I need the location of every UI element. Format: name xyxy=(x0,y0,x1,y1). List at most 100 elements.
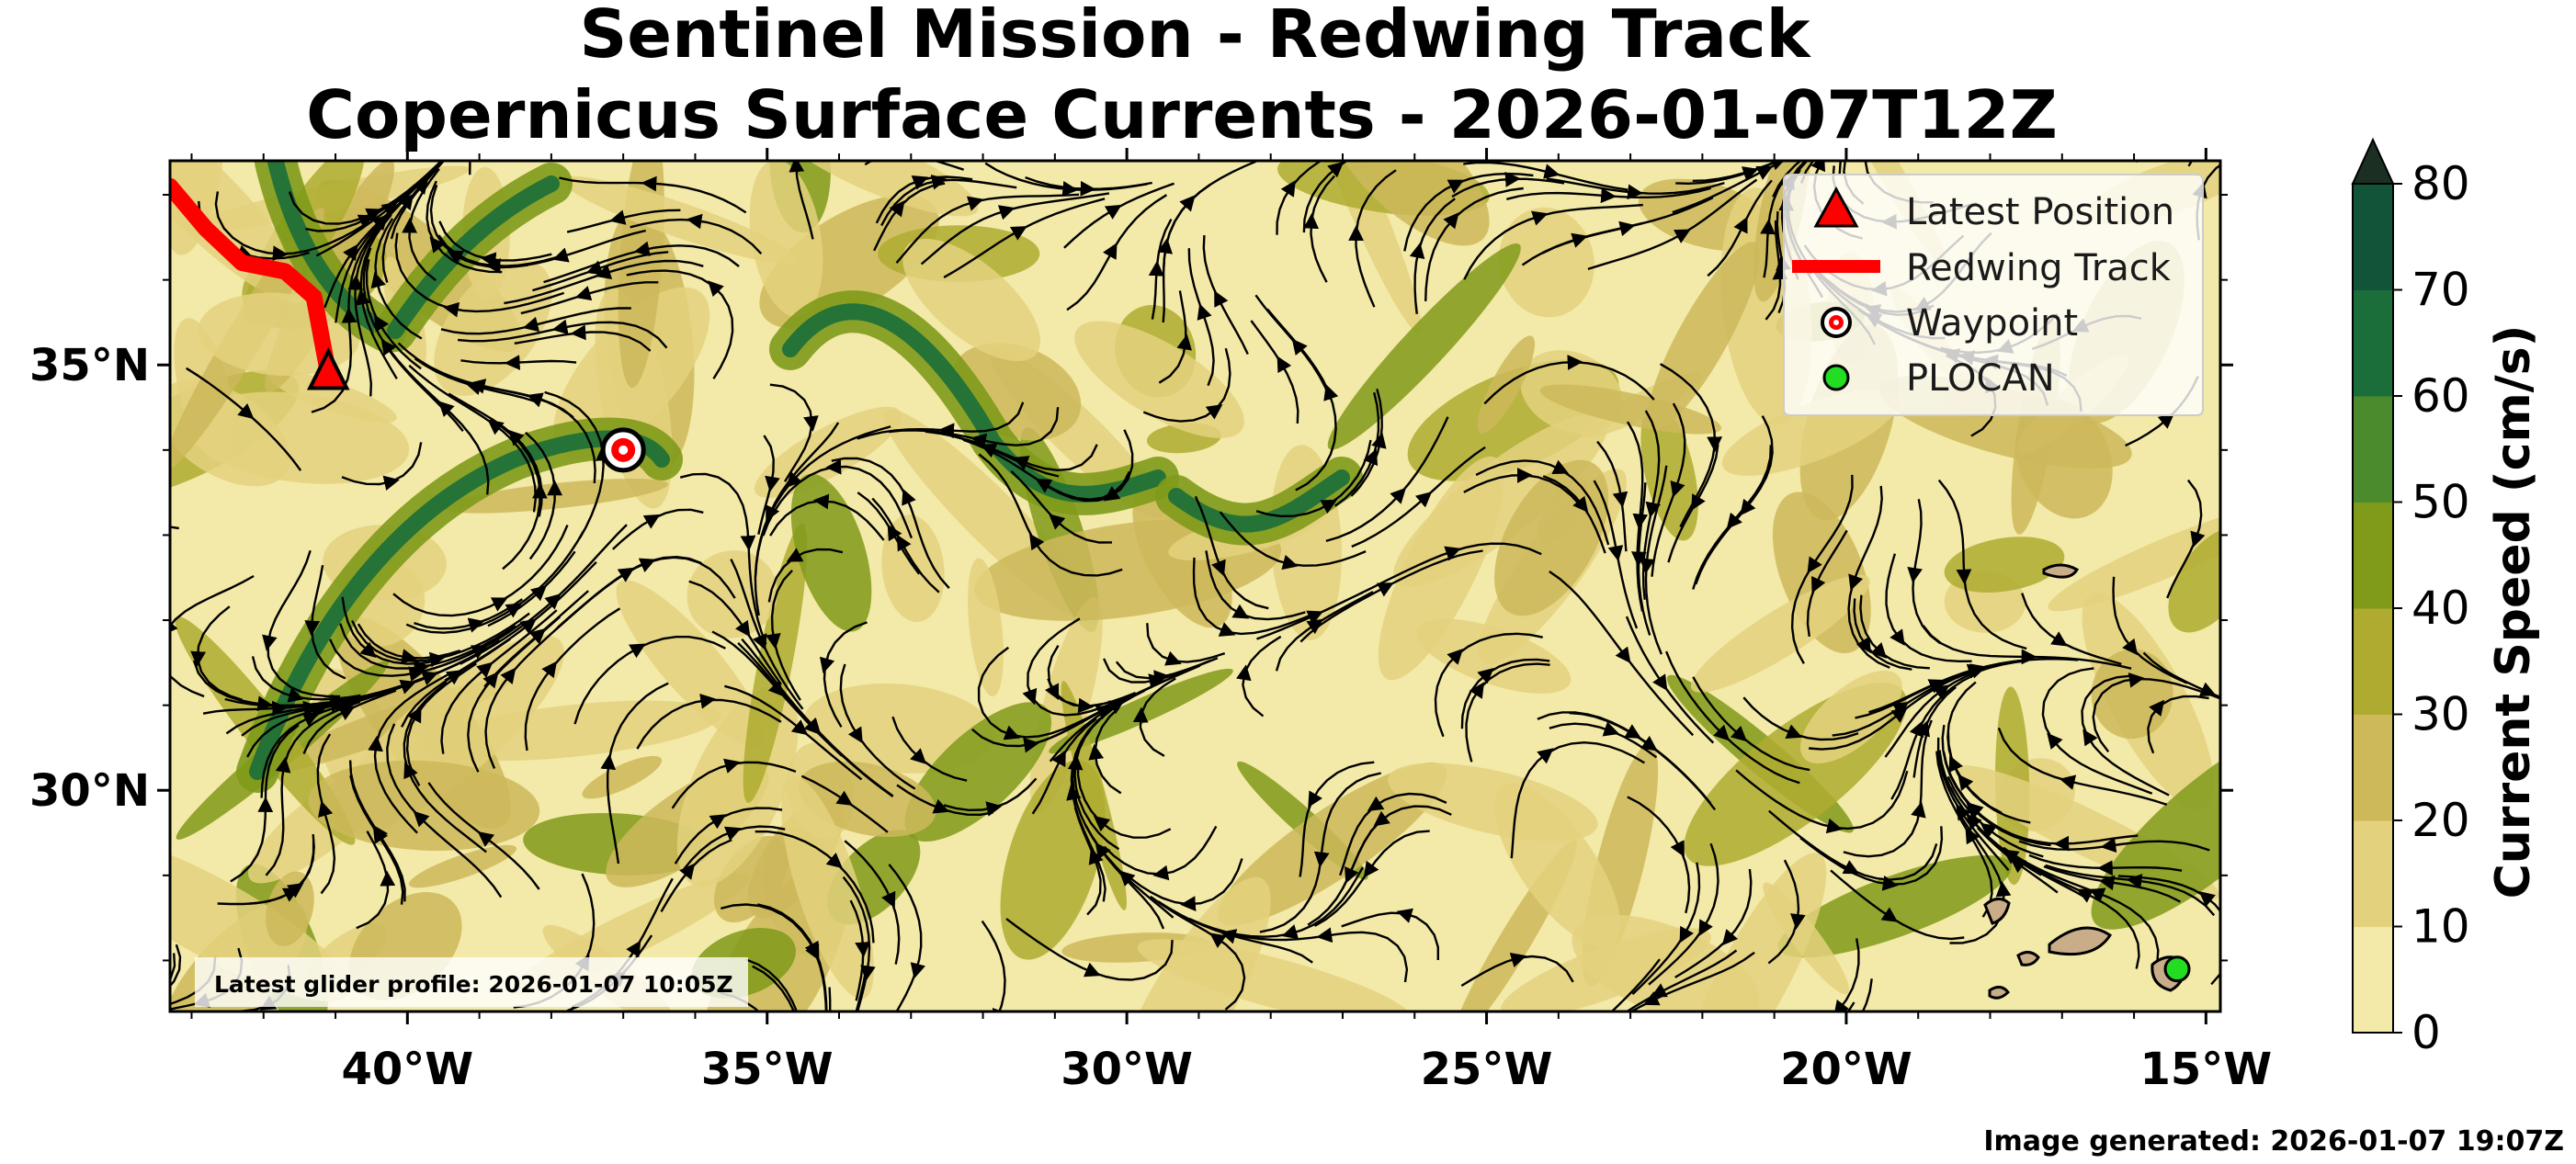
x-tick-label: 25°W xyxy=(1421,1044,1553,1095)
streamline-tail xyxy=(500,525,569,603)
streamlines xyxy=(170,161,2220,1110)
streamline-tail xyxy=(1425,446,1486,498)
streamline-tail xyxy=(510,610,577,674)
streamline-tail xyxy=(950,1018,997,1095)
speed-patch xyxy=(968,558,1004,697)
speed-patch xyxy=(776,161,979,217)
streamline-tail xyxy=(1105,674,1176,711)
streamline xyxy=(1692,676,1748,742)
colorbar-tick-label: 30 xyxy=(2411,688,2470,741)
streamline-tail xyxy=(689,839,732,870)
streamline xyxy=(755,831,843,869)
latest-position-marker[interactable] xyxy=(306,347,350,390)
streamline-tail xyxy=(800,729,863,781)
streamline-tail xyxy=(1019,198,1106,232)
streamline xyxy=(318,800,336,895)
streamline-tail xyxy=(1795,732,1859,741)
title-line1: Sentinel Mission - Redwing Track xyxy=(579,0,1811,73)
colorbar-tick-label: 20 xyxy=(2411,794,2470,847)
speed-patch xyxy=(1137,939,1413,1011)
streamline xyxy=(260,712,320,798)
streamline-tail xyxy=(1187,248,1204,311)
streamline xyxy=(357,623,418,664)
streamline-tail xyxy=(1582,505,1606,554)
streamline-tail xyxy=(1890,826,1944,886)
streamline-tail xyxy=(857,427,947,440)
streamline xyxy=(1811,529,1848,593)
colorbar-label: Current Speed (cm/s) xyxy=(2486,325,2541,899)
speed-patch xyxy=(2168,527,2220,633)
waypoint-marker[interactable] xyxy=(600,427,646,473)
streamline-tail xyxy=(365,259,380,322)
streamline xyxy=(225,700,320,735)
streamline xyxy=(186,367,255,420)
streamline-tail xyxy=(435,368,535,399)
streamline xyxy=(1958,774,2003,814)
streamline xyxy=(1630,482,1647,568)
axis-ticks: 40°W 35°W 30°W 25°W 20°W 15°W 35°N 30°N xyxy=(29,148,2272,1095)
streamline xyxy=(1194,495,1226,577)
streamline-tail xyxy=(814,953,828,1011)
streamline xyxy=(828,987,832,1011)
streamline xyxy=(1205,550,1250,619)
colorbar-tick-label: 50 xyxy=(2411,476,2470,529)
streamline xyxy=(392,593,508,617)
streamline-tail xyxy=(1310,175,1336,221)
streamline-tail xyxy=(1890,917,1965,941)
streamline-tail xyxy=(457,327,561,343)
streamline-tail xyxy=(1741,735,1810,772)
x-tick-label: 40°W xyxy=(341,1044,473,1095)
image-generated-note: Image generated: 2026-01-07 19:07Z xyxy=(1983,1125,2564,1158)
streamline xyxy=(1549,571,1631,664)
streamline xyxy=(1373,805,1452,827)
streamline xyxy=(1853,598,1872,654)
streamline xyxy=(527,392,596,484)
streamline-tail xyxy=(1453,542,1542,556)
streamline-tail xyxy=(941,808,993,817)
streamline-tail xyxy=(842,1045,847,1110)
streamline-tail xyxy=(1631,935,1685,996)
streamline xyxy=(711,630,785,697)
streamline-tail xyxy=(480,620,526,650)
streamline xyxy=(763,435,780,492)
streamline xyxy=(1220,929,1313,964)
streamline xyxy=(2198,891,2220,986)
speed-patch xyxy=(1416,618,1572,694)
streamline-tail xyxy=(1580,221,1643,240)
streamline-tail xyxy=(1088,181,1152,190)
speed-patch xyxy=(1539,384,1722,435)
x-tick-label: 30°W xyxy=(1061,1044,1193,1095)
streamline xyxy=(381,193,414,283)
streamline-tail xyxy=(1723,734,1800,785)
streamline xyxy=(1593,480,1624,562)
streamline xyxy=(1799,161,1815,184)
streamline-tail xyxy=(1648,929,1704,986)
streamline-tail xyxy=(1513,177,1565,185)
streamline-tail xyxy=(1054,692,1104,707)
streamline-tail xyxy=(1457,632,1543,655)
streamline-tail xyxy=(1372,391,1380,457)
streamline xyxy=(1325,487,1406,543)
streamline xyxy=(2097,860,2183,876)
colorbar-tick-label: 80 xyxy=(2411,157,2470,210)
streamline-tail xyxy=(359,213,392,297)
x-tick-label: 35°W xyxy=(701,1044,834,1095)
streamline xyxy=(880,175,948,227)
streamline-tail xyxy=(296,694,361,701)
streamline xyxy=(1726,445,1772,530)
streamline xyxy=(1659,363,1723,453)
streamline-tail xyxy=(976,193,1080,203)
plocan-marker[interactable] xyxy=(2163,955,2191,983)
streamline xyxy=(1626,421,1649,530)
streamline xyxy=(405,603,523,634)
streamline-tail xyxy=(1341,820,1381,890)
streamline-tail xyxy=(1093,940,1174,981)
streamline-tail xyxy=(1073,807,1095,856)
streamline-tail xyxy=(525,431,556,489)
streamline-tail xyxy=(440,324,531,335)
streamline xyxy=(1348,225,1376,308)
streamline-tail xyxy=(1943,659,2028,691)
streamline-tail xyxy=(426,180,437,243)
streamline xyxy=(341,596,377,659)
streamline-tail xyxy=(1061,718,1097,758)
